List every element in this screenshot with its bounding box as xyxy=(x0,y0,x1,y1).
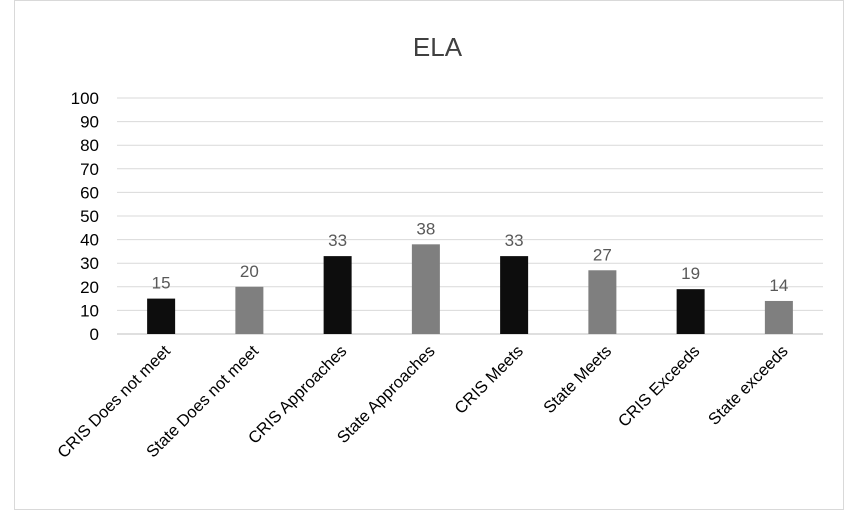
data-label: 33 xyxy=(328,231,347,250)
bar xyxy=(676,289,705,334)
y-axis-ticks: 0 10 20 30 40 50 60 70 80 90 100 xyxy=(71,89,99,344)
bar xyxy=(235,286,264,334)
bar xyxy=(323,256,352,334)
x-tick-label: State Approaches xyxy=(334,342,439,447)
bar xyxy=(411,244,440,334)
bar xyxy=(147,298,176,334)
y-tick-label: 30 xyxy=(80,254,99,273)
bar xyxy=(588,270,617,334)
data-labels: 15 20 33 38 33 27 19 14 xyxy=(152,219,789,295)
y-tick-label: 60 xyxy=(80,183,99,202)
y-tick-label: 100 xyxy=(71,89,99,108)
y-tick-label: 40 xyxy=(80,231,99,250)
y-tick-label: 10 xyxy=(80,301,99,320)
chart-title: ELA xyxy=(412,32,463,62)
data-label: 33 xyxy=(505,231,524,250)
bars xyxy=(147,244,793,334)
x-tick-label: State Meets xyxy=(540,342,615,417)
y-tick-label: 90 xyxy=(80,113,99,132)
data-label: 20 xyxy=(240,262,259,281)
data-label: 27 xyxy=(593,245,612,264)
y-tick-label: 50 xyxy=(80,207,99,226)
x-tick-label: CRIS Exceeds xyxy=(615,342,704,431)
x-tick-label: State exceeds xyxy=(705,342,792,429)
y-tick-label: 70 xyxy=(80,160,99,179)
gridlines xyxy=(117,97,823,335)
bar xyxy=(764,300,793,334)
data-label: 14 xyxy=(769,276,788,295)
y-tick-label: 80 xyxy=(80,136,99,155)
y-tick-label: 20 xyxy=(80,278,99,297)
data-label: 15 xyxy=(152,274,171,293)
data-label: 38 xyxy=(416,219,435,238)
x-tick-label: CRIS Approaches xyxy=(245,342,350,447)
x-tick-label: CRIS Meets xyxy=(451,342,527,418)
y-tick-label: 0 xyxy=(90,325,99,344)
data-label: 19 xyxy=(681,264,700,283)
bar xyxy=(500,256,529,334)
